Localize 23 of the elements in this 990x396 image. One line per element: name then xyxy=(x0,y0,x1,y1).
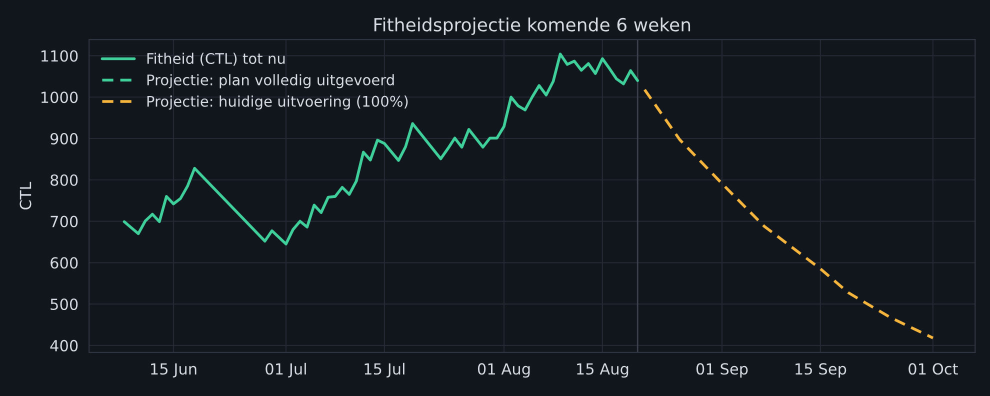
y-tick-label: 900 xyxy=(50,132,78,145)
x-tick-label: 01 Aug xyxy=(478,363,530,378)
legend-label: Fitheid (CTL) tot nu xyxy=(147,52,285,66)
y-tick-label: 1000 xyxy=(41,92,78,104)
y-axis-title: CTL xyxy=(20,182,32,210)
x-tick-label: 01 Oct xyxy=(908,363,958,375)
x-tick-label: 15 Jun xyxy=(151,363,196,378)
legend-label: Projectie: huidige uitvoering (100%) xyxy=(147,96,408,110)
y-tick-label: 700 xyxy=(50,216,78,228)
y-tick-label: 600 xyxy=(50,257,78,269)
x-tick-label: 15 Aug xyxy=(577,363,628,378)
y-tick-label: 400 xyxy=(50,340,78,352)
chart-title: Fitheidsprojectie komende 6 weken xyxy=(374,18,690,36)
x-tick-label: 01 Sep xyxy=(696,363,748,378)
legend-label: Projectie: plan volledig uitgevoerd xyxy=(147,74,394,88)
x-tick-label: 15 Sep xyxy=(796,363,846,378)
y-tick-label: 800 xyxy=(50,174,78,186)
y-tick-label: 500 xyxy=(50,298,78,310)
x-tick-label: 15 Jul xyxy=(364,362,404,378)
line-series xyxy=(122,52,639,246)
line-series xyxy=(643,88,934,340)
x-tick-label: 01 Jul xyxy=(266,362,306,378)
y-tick-label: 1100 xyxy=(41,50,78,62)
